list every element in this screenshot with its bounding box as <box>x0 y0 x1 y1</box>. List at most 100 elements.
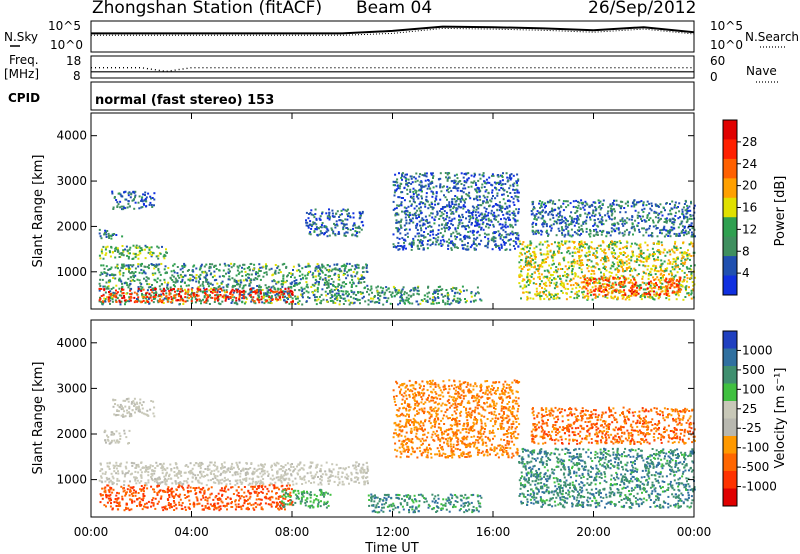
power-cell <box>334 234 337 237</box>
power-cell <box>319 215 322 218</box>
power-cell <box>153 198 156 201</box>
power-cell <box>602 285 605 288</box>
power-cell <box>226 295 229 298</box>
power-cell <box>419 240 422 243</box>
power-cell <box>581 262 584 264</box>
power-cell <box>127 252 130 255</box>
power-cell <box>465 248 467 251</box>
power-cell <box>161 245 163 248</box>
power-cell <box>136 278 139 281</box>
power-cell <box>331 299 334 302</box>
power-cell <box>123 206 126 209</box>
power-cell <box>656 276 659 279</box>
power-cell <box>585 230 588 233</box>
power-cell <box>627 204 629 207</box>
power-cell <box>282 277 285 280</box>
power-cell <box>339 269 342 272</box>
power-cell <box>427 185 430 188</box>
power-cell <box>152 274 155 276</box>
power-cell <box>595 295 597 298</box>
power-cell <box>105 274 108 277</box>
power-cell <box>133 198 135 201</box>
power-cell <box>146 296 149 299</box>
power-cell <box>578 264 581 266</box>
power-cell <box>465 235 468 238</box>
power-cell <box>434 237 437 240</box>
power-cell <box>295 279 298 282</box>
power-cell <box>576 283 579 286</box>
power-cell <box>332 301 335 304</box>
power-cell <box>598 293 601 296</box>
power-cell <box>105 231 107 234</box>
power-cell <box>126 300 129 303</box>
power-cell <box>454 227 457 230</box>
power-cell <box>155 293 157 296</box>
power-cell <box>423 185 426 188</box>
power-cell <box>265 265 268 268</box>
power-cell <box>315 280 318 283</box>
power-cell <box>346 262 349 265</box>
power-cell <box>453 174 456 177</box>
power-cell <box>326 283 328 286</box>
power-cell <box>558 247 561 250</box>
power-cell <box>109 292 112 295</box>
n-sky-series-line <box>91 25 695 35</box>
power-cell <box>459 189 462 192</box>
power-cell <box>176 289 179 292</box>
power-cell <box>180 285 182 288</box>
power-cell <box>135 254 138 257</box>
power-cell <box>636 286 638 289</box>
power-cell <box>635 243 638 246</box>
power-cell <box>555 266 558 268</box>
power-cell <box>176 272 179 275</box>
power-cell <box>357 277 360 280</box>
power-cell <box>522 291 525 294</box>
power-cell <box>567 250 570 252</box>
power-cell <box>165 292 168 295</box>
power-cell <box>170 295 173 298</box>
power-cell <box>415 224 418 227</box>
power-cell <box>594 285 597 288</box>
power-cell <box>452 243 454 246</box>
power-cell <box>301 296 304 299</box>
power-cell <box>98 289 101 292</box>
power-cell <box>421 202 424 205</box>
power-cell <box>462 205 465 208</box>
power-cell <box>321 266 324 269</box>
power-cell <box>400 299 403 302</box>
power-cell <box>469 197 472 200</box>
power-cell <box>215 293 218 296</box>
power-cell <box>403 206 406 209</box>
power-cell <box>514 232 517 234</box>
power-cell <box>589 204 592 207</box>
power-cell <box>213 264 216 267</box>
power-cell <box>318 233 321 236</box>
power-cell <box>532 282 535 285</box>
power-cell <box>257 288 260 291</box>
power-cell <box>241 300 244 303</box>
power-cell <box>633 229 636 232</box>
power-cell <box>254 277 257 279</box>
power-cell <box>398 289 400 292</box>
power-cell <box>121 282 123 285</box>
power-cell <box>553 295 556 298</box>
power-cell <box>578 255 581 257</box>
power-cell <box>346 274 349 277</box>
power-cell <box>577 290 580 293</box>
power-cell <box>414 235 417 238</box>
power-cell <box>332 230 335 233</box>
power-cell <box>508 213 511 216</box>
power-cell <box>470 181 473 184</box>
power-cell <box>660 287 663 290</box>
power-cell <box>598 277 601 280</box>
power-cell <box>684 261 687 264</box>
power-cell <box>172 284 175 287</box>
power-cell <box>633 227 636 230</box>
power-cell <box>623 261 626 264</box>
power-cell <box>160 293 163 296</box>
power-cell <box>465 217 467 220</box>
power-cell <box>525 281 528 284</box>
power-cell <box>557 241 560 244</box>
power-cell <box>669 203 671 205</box>
power-cell <box>625 247 628 250</box>
